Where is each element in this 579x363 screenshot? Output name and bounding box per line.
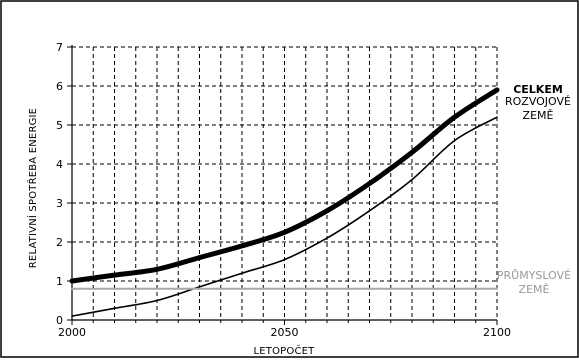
x-tick-label: 2000 (58, 326, 86, 339)
label-industrial: ZEMĚ (519, 283, 550, 296)
x-tick-label: 2100 (483, 326, 511, 339)
x-tick-label: 2050 (271, 326, 299, 339)
series-line-total (69, 87, 500, 284)
label-developing: ZEMĚ (523, 109, 554, 122)
y-tick-label: 7 (56, 41, 63, 54)
y-tick-label: 0 (56, 314, 63, 327)
y-tick-label: 1 (56, 275, 63, 288)
series (69, 87, 500, 317)
series-line-developing (71, 116, 498, 317)
label-developing: ROZVOJOVÉ (505, 95, 571, 108)
y-tick-label: 4 (56, 158, 63, 171)
y-tick-label: 6 (56, 80, 63, 93)
axes: 0 1 2 3 4 5 6 7 2000 2050 2100 (56, 41, 511, 339)
y-axis-title: RELATIVNÍ SPOTŘEBA ENERGIE (26, 108, 39, 268)
y-tick-label: 3 (56, 197, 63, 210)
y-tick-label: 2 (56, 236, 63, 249)
x-axis-title: LETOPOČET (254, 344, 316, 357)
y-tick-label: 5 (56, 119, 63, 132)
label-industrial: PRŮMYSLOVÉ (497, 269, 571, 282)
label-total: CELKEM (513, 83, 563, 96)
